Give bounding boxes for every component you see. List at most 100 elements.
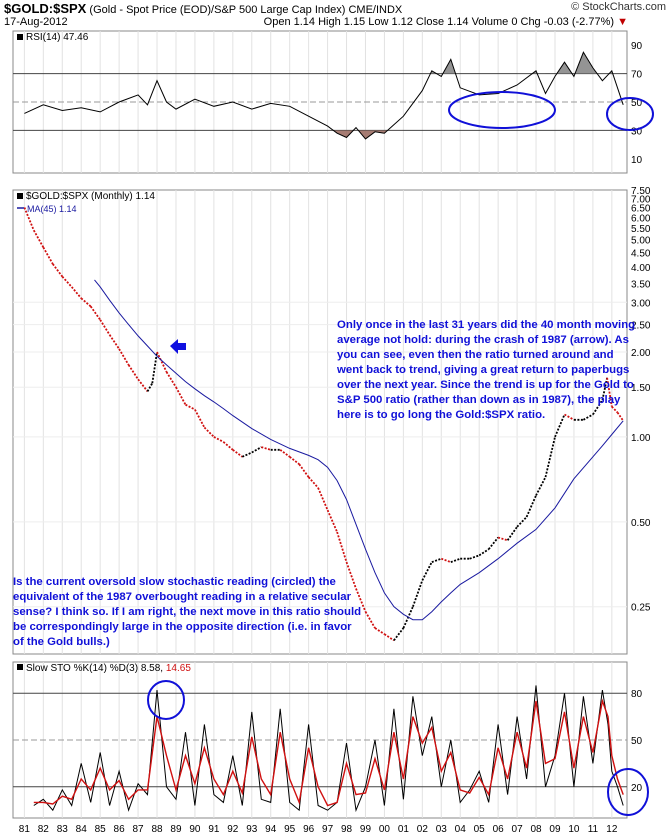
price-segment <box>469 554 480 560</box>
x-tick-label: 09 <box>549 824 561 835</box>
price-segment <box>616 411 624 422</box>
rsi-tick-label: 70 <box>631 70 643 81</box>
sto-circle-1987 <box>147 680 185 720</box>
x-tick-label: 99 <box>360 824 372 835</box>
x-axis: 81 82 83 84 85 86 87 88 89 90 91 92 93 94 95 96 97 98 99 00… <box>19 824 618 835</box>
sto-legend-swatch <box>17 664 23 670</box>
x-tick-label: 86 <box>114 824 126 835</box>
stockcharts-credit[interactable]: © StockCharts.com <box>571 1 666 13</box>
price-legend-swatch <box>17 193 23 199</box>
price-segment <box>137 378 149 392</box>
x-tick-label: 91 <box>208 824 220 835</box>
price-segment <box>516 516 528 528</box>
price-segment <box>611 405 619 414</box>
x-tick-label: 98 <box>341 824 353 835</box>
x-tick-label: 02 <box>417 824 429 835</box>
price-segment <box>440 557 452 563</box>
price-segment <box>108 334 120 350</box>
x-tick-label: 95 <box>284 824 296 835</box>
price-segment <box>535 476 547 496</box>
price-segment <box>606 377 613 407</box>
price-segment <box>374 627 385 635</box>
price-segment <box>326 509 338 533</box>
price-segment <box>156 351 168 373</box>
arrow-icon <box>170 339 186 354</box>
price-tick-label: 0.25 <box>631 603 651 614</box>
price-panel: 0.25 0.50 1.00 1.50 2.00 2.50 3.00 3.50 4.00 4.50… <box>12 186 651 655</box>
sto-d-line <box>33 698 624 807</box>
price-segment <box>33 229 45 248</box>
rsi-tick-label: 90 <box>631 41 643 52</box>
price-segment <box>61 275 73 288</box>
x-tick-label: 88 <box>151 824 163 835</box>
symbol-label: $GOLD:$SPX <box>4 1 87 16</box>
price-tick-label: 1.50 <box>631 383 651 394</box>
rsi-tick-label: 50 <box>631 98 643 109</box>
symbol-description: (Gold - Spot Price (EOD)/S&P 500 Large C… <box>89 4 346 16</box>
price-frame <box>12 189 628 655</box>
price-segment <box>127 364 139 380</box>
rsi-legend: RSI(14) 47.46 <box>26 32 89 43</box>
sto-k-line <box>33 685 624 813</box>
price-tick-label: 5.50 <box>631 224 651 235</box>
price-segment <box>336 531 348 563</box>
rsi-legend-swatch <box>17 34 23 40</box>
price-tick-label: 7.00 <box>631 194 651 205</box>
annotation-oversold: Is the current oversold slow stochastic … <box>13 576 362 648</box>
rsi-tick-label: 10 <box>631 155 643 166</box>
price-segment <box>165 371 177 388</box>
price-tick-label: 6.00 <box>631 213 651 224</box>
price-segment <box>52 263 64 278</box>
x-tick-label: 08 <box>530 824 542 835</box>
x-tick-label: 93 <box>246 824 258 835</box>
x-tick-label: 87 <box>133 824 145 835</box>
rsi-circle-mid <box>448 91 556 129</box>
price-tick-label: 1.00 <box>631 433 651 444</box>
x-tick-label: 05 <box>474 824 486 835</box>
price-segment <box>307 476 319 489</box>
x-tick-label: 81 <box>19 824 31 835</box>
price-segment <box>298 463 310 478</box>
sto-tick-label: 50 <box>631 736 643 747</box>
price-tick-label: 4.00 <box>631 263 651 274</box>
price-segment <box>118 348 130 366</box>
rsi-circle-current <box>606 97 654 131</box>
annotation-main: Only once in the last 31 years did the 4… <box>337 319 636 421</box>
exchange-label: CME/INDX <box>348 4 403 16</box>
price-segment <box>194 409 206 428</box>
ma-legend: MA(45) 1.14 <box>27 204 77 214</box>
price-tick-label: 6.50 <box>631 204 651 215</box>
price-legend: $GOLD:$SPX (Monthly) 1.14 <box>26 191 155 202</box>
x-tick-label: 01 <box>398 824 410 835</box>
x-tick-label: 97 <box>322 824 334 835</box>
price-segment <box>241 451 253 458</box>
price-segment <box>99 319 111 336</box>
x-tick-label: 06 <box>493 824 505 835</box>
price-segment <box>582 413 594 421</box>
x-tick-label: 82 <box>38 824 50 835</box>
stochastic-panel: 20 50 80 Slow STO %K(14) %D(3) 8.58, 14.65 <box>12 661 643 819</box>
price-segment <box>89 305 101 321</box>
x-tick-label: 94 <box>265 824 277 835</box>
price-tick-label: 3.50 <box>631 279 651 290</box>
price-segment <box>506 526 518 541</box>
x-tick-label: 11 <box>588 824 599 835</box>
price-tick-label: 3.00 <box>631 298 651 309</box>
price-segment <box>317 487 329 511</box>
x-tick-label: 90 <box>189 824 201 835</box>
price-segment <box>478 548 490 557</box>
moving-average-line <box>94 279 624 621</box>
price-segment <box>175 386 187 406</box>
x-tick-label: 85 <box>95 824 107 835</box>
x-tick-label: 10 <box>568 824 580 835</box>
change-down-marker: ▼ <box>617 16 628 28</box>
price-segment <box>279 449 291 458</box>
price-segment <box>421 561 433 581</box>
price-segment <box>393 627 405 641</box>
price-segment <box>185 403 196 411</box>
price-segment <box>383 633 395 642</box>
price-tick-label: 7.50 <box>631 186 651 197</box>
x-tick-label: 03 <box>436 824 448 835</box>
price-segment <box>601 377 608 401</box>
